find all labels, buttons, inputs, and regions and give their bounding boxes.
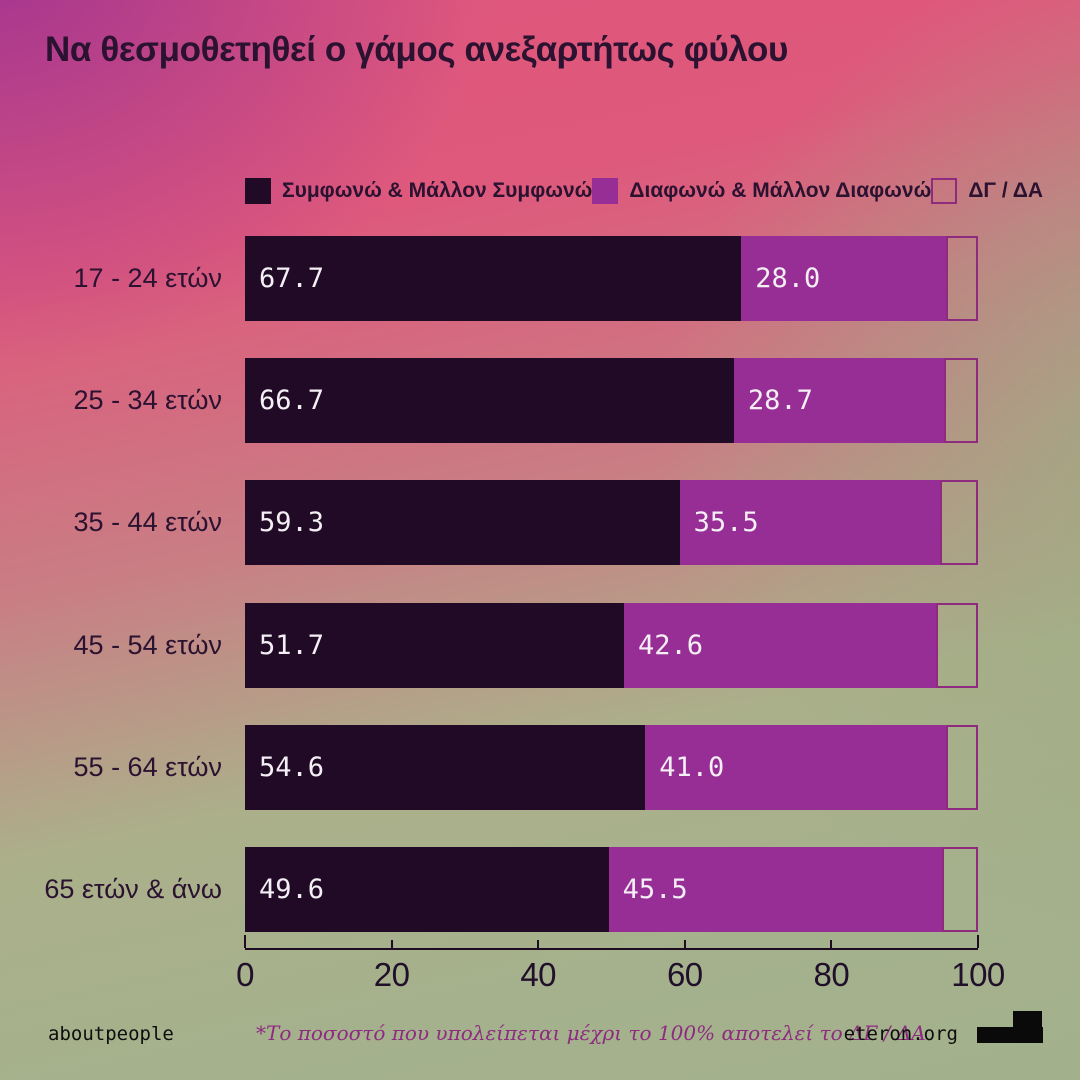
bar-track: 59.3 35.5 xyxy=(245,480,978,565)
footer-site-eteron: eteron.org xyxy=(843,1023,958,1045)
axis-tick-label: 40 xyxy=(520,956,557,993)
footer-brand-aboutpeople: aboutpeople xyxy=(48,1023,174,1045)
segment-agree: 59.3 xyxy=(245,480,680,565)
bar-track: 66.7 28.7 xyxy=(245,358,978,443)
bar-track: 54.6 41.0 xyxy=(245,725,978,810)
segment-dgda xyxy=(946,236,978,321)
bar-track: 67.7 28.0 xyxy=(245,236,978,321)
bar-track: 49.6 45.5 xyxy=(245,847,978,932)
bar-row: 35 - 44 ετών 59.3 35.5 xyxy=(0,480,1080,565)
segment-disagree: 28.7 xyxy=(733,358,945,443)
value-label: 67.7 xyxy=(259,263,325,294)
axis-tick xyxy=(244,935,246,948)
category-label: 17 - 24 ετών xyxy=(73,263,222,293)
segment-disagree: 42.6 xyxy=(623,603,937,688)
legend: Συμφωνώ & Μάλλον Συμφωνώ Διαφωνώ & Μάλλο… xyxy=(245,176,1043,206)
legend-item-agree: Συμφωνώ & Μάλλον Συμφωνώ xyxy=(245,178,592,204)
segment-agree: 67.7 xyxy=(245,236,742,321)
value-label: 42.6 xyxy=(637,630,703,661)
axis-tick xyxy=(390,940,393,948)
segment-disagree: 35.5 xyxy=(679,480,940,565)
axis-tick-label: 20 xyxy=(373,956,410,993)
page-title: Να θεσμοθετηθεί ο γάμος ανεξαρτήτως φύλο… xyxy=(45,30,788,69)
segment-disagree: 28.0 xyxy=(741,236,947,321)
segment-disagree: 45.5 xyxy=(608,847,943,932)
legend-label-disagree: Διαφωνώ & Μάλλον Διαφωνώ xyxy=(629,179,932,202)
footnote: *Το ποσοστό που υπολείπεται μέχρι το 100… xyxy=(256,1021,926,1045)
segment-disagree: 41.0 xyxy=(645,725,946,810)
segment-dgda xyxy=(944,358,978,443)
axis-tick xyxy=(977,935,979,948)
bar-row: 25 - 34 ετών 66.7 28.7 xyxy=(0,358,1080,443)
legend-item-disagree: Διαφωνώ & Μάλλον Διαφωνώ xyxy=(592,178,931,204)
category-label: 45 - 54 ετών xyxy=(73,630,222,660)
bar-chart: 17 - 24 ετών 67.7 28.0 25 - 34 ετών 66.7 28.7… xyxy=(0,236,1080,936)
value-label: 54.6 xyxy=(259,752,325,783)
value-label: 45.5 xyxy=(622,874,688,905)
segment-agree: 66.7 xyxy=(245,358,734,443)
category-label: 35 - 44 ετών xyxy=(73,507,222,537)
value-label: 49.6 xyxy=(259,874,325,905)
segment-dgda xyxy=(939,480,978,565)
value-label: 41.0 xyxy=(659,752,725,783)
category-label: 55 - 64 ετών xyxy=(73,752,222,782)
bar-row: 55 - 64 ετών 54.6 41.0 xyxy=(0,725,1080,810)
axis-tick-label: 60 xyxy=(666,956,703,993)
legend-label-dgda: ΔΓ / ΔΑ xyxy=(968,179,1044,202)
segment-dgda xyxy=(936,603,978,688)
category-label: 25 - 34 ετών xyxy=(73,385,222,415)
x-axis-labels: 0 20 40 60 80 100 xyxy=(236,956,1005,996)
bar-track: 51.7 42.6 xyxy=(245,603,978,688)
bar-row: 45 - 54 ετών 51.7 42.6 xyxy=(0,603,1080,688)
axis-tick xyxy=(537,940,540,948)
legend-swatch-disagree-icon xyxy=(592,178,619,204)
value-label: 59.3 xyxy=(259,507,325,538)
eteron-step-logo-icon xyxy=(977,1027,1043,1043)
axis-tick xyxy=(683,940,686,948)
legend-swatch-dgda-icon xyxy=(931,178,958,204)
segment-agree: 54.6 xyxy=(245,725,646,810)
x-axis xyxy=(244,934,979,950)
axis-tick-label: 80 xyxy=(813,956,850,993)
segment-dgda xyxy=(942,847,978,932)
axis-tick xyxy=(830,940,833,948)
legend-item-dgda: ΔΓ / ΔΑ xyxy=(931,178,1043,204)
segment-dgda xyxy=(945,725,978,810)
value-label: 28.7 xyxy=(747,385,813,416)
bar-row: 65 ετών & άνω 49.6 45.5 xyxy=(0,847,1080,932)
segment-agree: 49.6 xyxy=(245,847,609,932)
segment-agree: 51.7 xyxy=(245,603,624,688)
axis-tick-label: 100 xyxy=(951,956,1005,993)
category-label: 65 ετών & άνω xyxy=(44,874,222,904)
value-label: 28.0 xyxy=(755,263,821,294)
eteron-step-logo-icon xyxy=(1013,1011,1042,1027)
legend-label-agree: Συμφωνώ & Μάλλον Συμφωνώ xyxy=(282,179,593,202)
value-label: 51.7 xyxy=(259,630,325,661)
bar-row: 17 - 24 ετών 67.7 28.0 xyxy=(0,236,1080,321)
value-label: 66.7 xyxy=(259,385,325,416)
value-label: 35.5 xyxy=(693,507,759,538)
legend-swatch-agree-icon xyxy=(245,178,271,204)
axis-tick-label: 0 xyxy=(236,956,254,993)
